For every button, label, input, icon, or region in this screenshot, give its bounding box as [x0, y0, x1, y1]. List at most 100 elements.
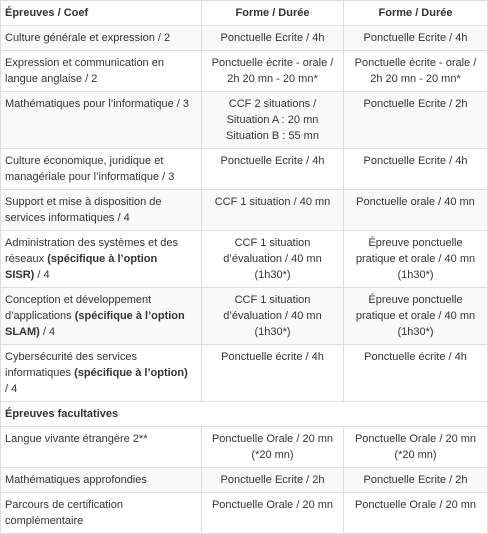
cell-line: SISR) / 4	[5, 267, 197, 283]
cell-line: complémentaire	[5, 515, 84, 527]
exam-form-cell: Ponctuelle Ecrite / 4h	[201, 148, 344, 190]
cell-line: Conception et développement	[5, 294, 152, 306]
exam-form-cell: Épreuve ponctuelle pratique et orale / 4…	[343, 230, 488, 288]
option-note: SISR)	[5, 269, 35, 281]
exam-name-cell: Culture générale et expression / 2	[0, 25, 202, 51]
exam-form-cell: CCF 1 situation d’évaluation / 40 mn (1h…	[201, 287, 344, 345]
cell-line: CCF 1 situation / 40 mn	[214, 196, 331, 208]
section-row: Épreuves facultatives	[0, 401, 488, 427]
exam-form-cell: Ponctuelle Ecrite / 2h	[343, 467, 488, 493]
exam-form-cell: Ponctuelle écrite - orale / 2h 20 mn - 2…	[343, 50, 488, 92]
option-note: SLAM)	[5, 326, 40, 338]
cell-line: pratique et orale / 40 mn	[355, 253, 476, 265]
exam-form-cell: Ponctuelle Orale / 20 mn (*20 mn)	[343, 426, 488, 468]
cell-text: informatiques	[5, 367, 75, 379]
exam-name-cell: Mathématiques pour l’informatique / 3	[0, 91, 202, 149]
cell-line: (1h30*)	[397, 269, 434, 281]
exam-name-cell: Conception et développement d’applicatio…	[0, 287, 202, 345]
cell-line: (1h30*)	[254, 269, 291, 281]
cell-line: Parcours de certification	[5, 499, 123, 511]
table-row: Culture générale et expression / 2 Ponct…	[0, 25, 488, 51]
table-row: Mathématiques pour l’informatique / 3 CC…	[0, 91, 488, 149]
table-row: Culture économique, juridique et managér…	[0, 148, 488, 190]
exam-form-cell: Ponctuelle Ecrite / 2h	[201, 467, 344, 493]
section-title: Épreuves facultatives	[0, 401, 488, 427]
cell-line: Ponctuelle orale / 40 mn	[356, 196, 475, 208]
table-header-row: Épreuves / Coef Forme / Durée Forme / Du…	[0, 0, 488, 26]
exam-form-cell: Ponctuelle Ecrite / 4h	[201, 25, 344, 51]
exam-name-cell: Culture économique, juridique et managér…	[0, 148, 202, 190]
cell-line: managériale pour l’informatique / 3	[5, 171, 175, 183]
cell-line: d’évaluation / 40 mn	[223, 253, 322, 265]
exam-form-cell: CCF 1 situation / 40 mn	[201, 189, 344, 231]
cell-line: 2h 20 mn - 20 mn*	[370, 73, 461, 85]
cell-line: (1h30*)	[397, 326, 434, 338]
cell-line: Ponctuelle écrite / 4h	[221, 351, 324, 363]
exam-name-cell: Mathématiques approfondies	[0, 467, 202, 493]
exam-name-cell: Support et mise à disposition de service…	[0, 189, 202, 231]
cell-line: Cybersécurité des services	[5, 351, 138, 363]
cell-line: langue anglaise / 2	[5, 73, 98, 85]
cell-line: CCF 1 situation	[234, 294, 311, 306]
option-note: (spécifique à l’option	[74, 310, 185, 322]
cell-line: Ponctuelle Ecrite / 4h	[363, 155, 468, 167]
cell-line: Ponctuelle Ecrite / 4h	[220, 155, 325, 167]
exam-name-cell: Langue vivante étrangère 2**	[0, 426, 202, 468]
exam-name-cell: Cybersécurité des services informatiques…	[0, 344, 202, 402]
cell-line: Ponctuelle Orale / 20 mn	[354, 433, 477, 445]
header-epreuves-coef: Épreuves / Coef	[0, 0, 202, 26]
exam-form-cell: CCF 1 situation d’évaluation / 40 mn (1h…	[201, 230, 344, 288]
exam-form-cell: CCF 2 situations / Situation A : 20 mn S…	[201, 91, 344, 149]
cell-line: Situation A : 20 mn	[226, 114, 319, 126]
cell-line: Ponctuelle Orale / 20 mn	[211, 433, 334, 445]
cell-line: pratique et orale / 40 mn	[355, 310, 476, 322]
cell-line: Ponctuelle Orale / 20 mn	[211, 499, 334, 511]
cell-line: Administration des systèmes et des	[5, 237, 179, 249]
table-row: Parcours de certification complémentaire…	[0, 492, 488, 534]
exam-name-cell: Parcours de certification complémentaire	[0, 492, 202, 534]
cell-line: Culture économique, juridique et	[5, 155, 164, 167]
cell-line: Mathématiques pour l’informatique / 3	[5, 98, 190, 110]
cell-text: d’applications	[5, 310, 75, 322]
cell-line: Mathématiques approfondies	[5, 474, 147, 486]
table-row: Cybersécurité des services informatiques…	[0, 344, 488, 402]
cell-line: Expression et communication en	[5, 57, 164, 69]
cell-line: Langue vivante étrangère 2**	[5, 433, 148, 445]
cell-line: Ponctuelle Ecrite / 2h	[220, 474, 325, 486]
cell-line: 2h 20 mn - 20 mn*	[227, 73, 318, 85]
exam-form-cell: Ponctuelle orale / 40 mn	[343, 189, 488, 231]
exam-form-cell: Ponctuelle Orale / 20 mn (*20 mn)	[201, 426, 344, 468]
cell-line: Ponctuelle écrite - orale /	[354, 57, 477, 69]
table-row: Langue vivante étrangère 2** Ponctuelle …	[0, 426, 488, 468]
cell-line: d’évaluation / 40 mn	[223, 310, 322, 322]
header-forme-duree-1: Forme / Durée	[201, 0, 344, 26]
cell-line: services informatiques / 4	[5, 212, 130, 224]
exam-form-cell: Épreuve ponctuelle pratique et orale / 4…	[343, 287, 488, 345]
table-row: Conception et développement d’applicatio…	[0, 287, 488, 345]
exam-form-cell: Ponctuelle écrite - orale / 2h 20 mn - 2…	[201, 50, 344, 92]
cell-line: Ponctuelle écrite - orale /	[211, 57, 334, 69]
exam-form-cell: Ponctuelle Orale / 20 mn	[343, 492, 488, 534]
cell-line: Support et mise à disposition de	[5, 196, 162, 208]
cell-line: (*20 mn)	[251, 449, 294, 461]
option-note: (spécifique à l’option)	[74, 367, 188, 379]
cell-line: CCF 2 situations /	[228, 98, 317, 110]
table-row: Support et mise à disposition de service…	[0, 189, 488, 231]
cell-text: réseaux	[5, 253, 48, 265]
exam-form-cell: Ponctuelle Ecrite / 4h	[343, 25, 488, 51]
exam-form-cell: Ponctuelle Ecrite / 2h	[343, 91, 488, 149]
cell-line: Ponctuelle écrite / 4h	[364, 351, 467, 363]
exam-form-cell: Ponctuelle écrite / 4h	[343, 344, 488, 402]
table-row: Expression et communication en langue an…	[0, 50, 488, 92]
cell-line: (1h30*)	[254, 326, 291, 338]
option-note: (spécifique à l’option	[47, 253, 158, 265]
cell-line: Épreuve ponctuelle	[368, 237, 463, 249]
exam-form-cell: Ponctuelle Ecrite / 4h	[343, 148, 488, 190]
cell-line: Ponctuelle Ecrite / 2h	[363, 474, 468, 486]
cell-line: Situation B : 55 mn	[226, 130, 319, 142]
exam-name-cell: Administration des systèmes et des résea…	[0, 230, 202, 288]
exam-name-cell: Expression et communication en langue an…	[0, 50, 202, 92]
exam-form-cell: Ponctuelle écrite / 4h	[201, 344, 344, 402]
cell-text: / 4	[34, 269, 50, 281]
